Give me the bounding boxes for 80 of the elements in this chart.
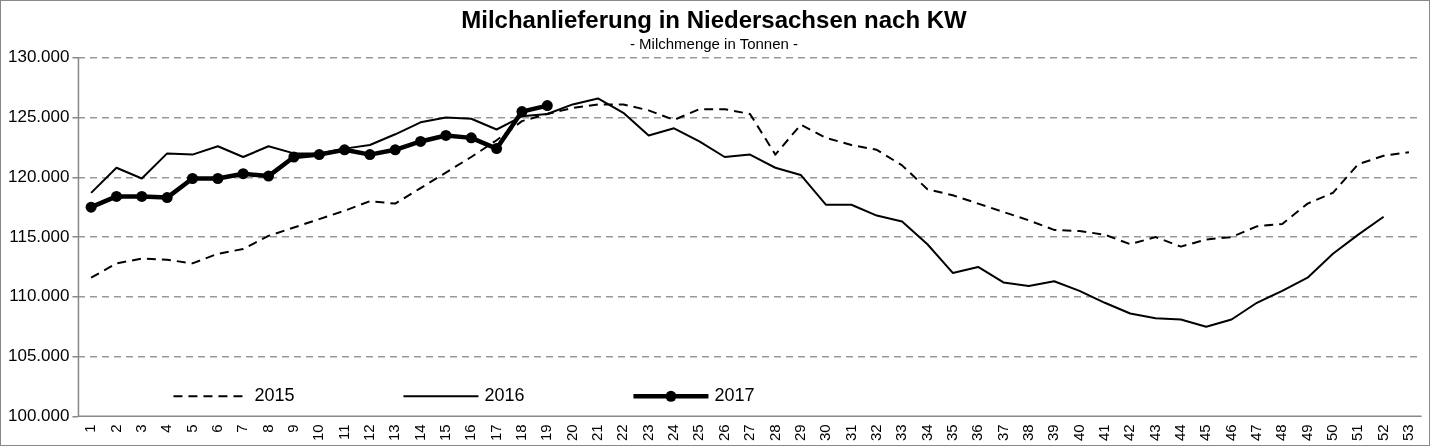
x-tick-label: 40	[1069, 424, 1087, 441]
x-tick-label: 26	[714, 424, 732, 441]
x-tick-label: 28	[765, 424, 783, 441]
x-tick-label: 22	[613, 424, 631, 441]
y-tick-label: 105.000	[8, 346, 70, 366]
x-tick-label: 8	[258, 424, 276, 433]
x-tick-label: 18	[512, 424, 530, 441]
y-tick-label: 130.000	[8, 47, 70, 67]
x-tick-label: 13	[385, 424, 403, 441]
x-tick-label: 11	[334, 424, 352, 440]
x-tick-label: 12	[360, 424, 378, 441]
x-tick-label: 25	[689, 424, 707, 441]
x-tick-label: 53	[1399, 424, 1417, 441]
x-tick-label: 4	[157, 424, 175, 433]
x-tick-label: 47	[1247, 424, 1265, 441]
x-tick-label: 9	[284, 424, 301, 433]
point	[161, 192, 173, 204]
x-tick-label: 36	[968, 424, 986, 441]
x-tick-label: 24	[664, 424, 682, 441]
point	[541, 100, 553, 112]
x-tick-label: 42	[1120, 424, 1138, 441]
x-tick-label: 17	[486, 424, 504, 441]
x-tick-label: 21	[588, 424, 606, 441]
y-tick-label: 120.000	[8, 166, 70, 186]
point	[389, 144, 401, 156]
x-tick-label: 16	[461, 424, 479, 441]
x-tick-label: 50	[1323, 424, 1341, 441]
x-tick-label: 48	[1272, 424, 1290, 441]
point	[440, 129, 452, 141]
legend-label: 2016	[484, 385, 525, 406]
point	[136, 190, 148, 202]
point	[237, 168, 249, 180]
point	[110, 190, 122, 202]
legend-label: 2017	[714, 385, 755, 406]
x-tick-label: 41	[1094, 424, 1112, 441]
x-tick-label: 27	[740, 424, 758, 441]
x-tick-label: 49	[1297, 424, 1315, 441]
point	[212, 173, 224, 184]
x-tick-label: 1	[81, 424, 99, 433]
point	[85, 201, 97, 213]
point	[263, 170, 275, 182]
x-tick-label: 46	[1221, 424, 1239, 441]
x-tick-label: 44	[1171, 424, 1188, 441]
x-tick-label: 20	[562, 424, 580, 441]
point	[186, 173, 198, 184]
y-tick-label: 110.000	[9, 286, 70, 306]
y-tick-label: 115.000	[9, 226, 70, 246]
x-tick-label: 51	[1348, 424, 1366, 441]
x-tick-label: 7	[233, 424, 251, 433]
x-tick-label: 35	[942, 424, 960, 441]
x-tick-label: 33	[892, 424, 910, 441]
x-tick-label: 34	[917, 424, 935, 441]
x-tick-label: 19	[537, 424, 555, 441]
x-tick-label: 30	[816, 424, 834, 441]
x-tick-label: 45	[1196, 424, 1214, 441]
x-tick-label: 23	[638, 424, 656, 441]
x-tick-label: 32	[866, 424, 884, 441]
x-tick-label: 14	[410, 424, 428, 441]
x-tick-label: 3	[131, 424, 149, 433]
point	[364, 149, 376, 161]
x-tick-label: 29	[790, 424, 808, 441]
x-tick-label: 2	[106, 424, 124, 433]
y-tick-label: 100.000	[8, 406, 70, 425]
x-tick-label: 6	[207, 424, 225, 433]
point	[465, 132, 477, 144]
point	[491, 143, 503, 155]
x-tick-label: 10	[309, 424, 327, 441]
x-tick-label: 39	[1044, 424, 1062, 441]
x-tick-label: 15	[436, 424, 454, 441]
x-tick-label: 38	[1018, 424, 1036, 441]
x-tick-label: 31	[841, 424, 859, 441]
x-tick-label: 52	[1373, 424, 1391, 441]
x-tick-label: 37	[993, 424, 1011, 441]
x-tick-label: 5	[182, 424, 200, 433]
chart-title: Milchanlieferung in Niedersachsen nach KW	[461, 6, 968, 34]
legend-label: 2015	[254, 385, 295, 406]
chart-subtitle: - Milchmenge in Tonnen -	[629, 34, 799, 52]
y-tick-label: 125.000	[8, 107, 70, 127]
point	[415, 135, 427, 147]
x-tick-label: 43	[1145, 424, 1163, 441]
